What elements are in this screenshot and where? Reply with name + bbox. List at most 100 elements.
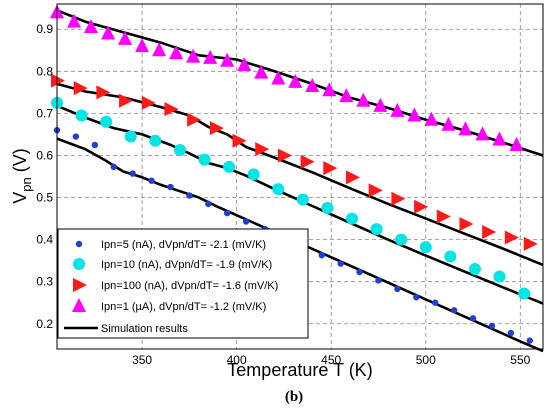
data-point bbox=[124, 130, 137, 143]
data-point bbox=[242, 218, 250, 225]
data-point bbox=[504, 230, 519, 245]
data-point bbox=[436, 209, 451, 224]
data-point bbox=[135, 38, 150, 53]
data-point bbox=[72, 133, 80, 140]
data-point bbox=[395, 233, 408, 246]
data-point bbox=[203, 49, 218, 64]
data-point bbox=[318, 251, 325, 259]
data-point bbox=[296, 193, 309, 206]
data-point bbox=[300, 154, 315, 169]
data-point bbox=[414, 199, 429, 214]
legend-label-simulation: Simulation results bbox=[101, 323, 188, 335]
data-point bbox=[110, 163, 117, 171]
data-point bbox=[444, 250, 457, 263]
data-point bbox=[475, 126, 490, 141]
data-point bbox=[419, 241, 432, 254]
data-point bbox=[356, 268, 363, 276]
legend-marker-4 bbox=[72, 298, 86, 312]
data-point bbox=[488, 322, 496, 330]
data-point bbox=[450, 307, 458, 314]
legend-box bbox=[57, 228, 309, 339]
data-point bbox=[169, 45, 184, 60]
data-point bbox=[493, 270, 506, 283]
y-tick-label: 0.5 bbox=[36, 191, 53, 205]
series-4 bbox=[50, 4, 524, 151]
y-tick-label: 0.3 bbox=[36, 275, 53, 289]
data-point bbox=[149, 134, 162, 147]
data-point bbox=[346, 170, 361, 185]
data-point bbox=[321, 202, 334, 215]
data-point bbox=[101, 25, 116, 40]
simulation-line-1 bbox=[56, 137, 544, 353]
y-tick-label: 0.6 bbox=[36, 148, 53, 162]
legend-marker-1 bbox=[75, 240, 83, 248]
data-point bbox=[394, 285, 401, 293]
data-point bbox=[186, 192, 193, 199]
data-point bbox=[458, 121, 473, 136]
data-point bbox=[232, 133, 247, 148]
data-point bbox=[288, 73, 303, 88]
data-point bbox=[459, 217, 474, 232]
y-tick-label: 0.4 bbox=[36, 233, 53, 247]
y-axis-label: Vpn (V) bbox=[10, 148, 34, 203]
data-point bbox=[492, 131, 507, 146]
legend-label-1: Ipn=5 (nA), dVpn/dT= -2.1 (mV/K) bbox=[101, 239, 266, 251]
data-markers bbox=[50, 4, 538, 344]
data-point bbox=[75, 109, 88, 122]
y-tick-label: 0.2 bbox=[36, 317, 53, 331]
data-point bbox=[305, 78, 320, 93]
series-3 bbox=[51, 73, 538, 251]
data-point bbox=[209, 121, 224, 136]
data-point bbox=[96, 85, 111, 100]
data-point bbox=[482, 225, 497, 240]
figure-caption: (b) bbox=[285, 389, 303, 405]
series-2 bbox=[51, 96, 531, 300]
data-point bbox=[220, 52, 235, 67]
y-axis-label-text: Vpn (V) bbox=[10, 148, 34, 203]
data-point bbox=[148, 177, 155, 184]
legend-label-4: Ipn=1 (µA), dVpn/dT= -1.2 (mV/K) bbox=[101, 301, 266, 313]
data-point bbox=[255, 142, 270, 157]
legend-marker-3 bbox=[73, 278, 87, 292]
data-point bbox=[186, 48, 201, 63]
y-tick-label: 0.9 bbox=[36, 22, 53, 36]
data-point bbox=[187, 112, 202, 127]
y-tick-label: 0.8 bbox=[36, 64, 53, 78]
data-point bbox=[237, 57, 252, 72]
data-point bbox=[254, 64, 269, 79]
x-tick-label: 450 bbox=[321, 353, 341, 367]
data-point bbox=[391, 191, 406, 206]
data-point bbox=[337, 260, 344, 267]
series-1 bbox=[53, 127, 533, 344]
data-point bbox=[91, 141, 99, 149]
data-point bbox=[526, 337, 533, 344]
data-point bbox=[509, 136, 524, 151]
x-tick-label: 500 bbox=[416, 353, 436, 367]
x-tick-label: 350 bbox=[132, 353, 152, 367]
data-point bbox=[223, 209, 231, 217]
data-point bbox=[424, 111, 439, 126]
data-point bbox=[141, 95, 156, 110]
legend: Ipn=5 (nA), dVpn/dT= -2.1 (mV/K) Ipn=10 (… bbox=[57, 228, 309, 339]
ticks: 350 400 450 500 550 0.2 0.3 0.4 0.5 0.6 0.7 0.8 0.9 bbox=[36, 22, 530, 367]
data-point bbox=[346, 212, 359, 225]
data-point bbox=[84, 19, 99, 34]
data-point bbox=[370, 223, 383, 236]
data-point bbox=[277, 148, 292, 163]
x-tick-label: 550 bbox=[510, 353, 530, 367]
data-point bbox=[375, 277, 382, 284]
data-point bbox=[129, 170, 136, 177]
data-point bbox=[272, 183, 285, 196]
data-point bbox=[373, 97, 388, 112]
data-point bbox=[198, 153, 211, 166]
data-point bbox=[523, 236, 538, 251]
legend-label-2: Ipn=10 (nA), dVpn/dT= -1.9 (mV/K) bbox=[101, 259, 272, 271]
data-point bbox=[356, 92, 371, 107]
data-point bbox=[322, 82, 337, 97]
data-point bbox=[323, 161, 338, 176]
legend-label-3: Ipn=100 (nA), dVpn/dT= -1.6 (mV/K) bbox=[101, 280, 278, 292]
data-point bbox=[164, 102, 179, 117]
x-axis-label: Temperature T (K) bbox=[227, 360, 372, 380]
data-point bbox=[51, 73, 65, 88]
